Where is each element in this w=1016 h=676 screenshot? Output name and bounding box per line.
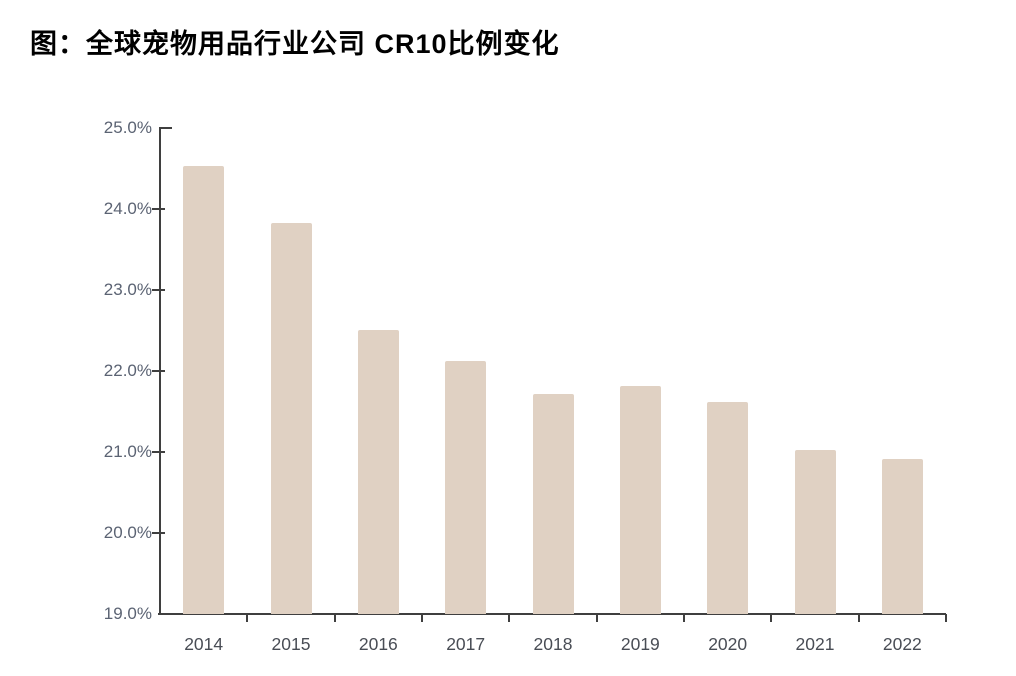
bar-2021 (794, 450, 836, 614)
x-tick (945, 614, 947, 622)
x-tick (421, 614, 423, 622)
y-axis-label: 19.0% (103, 604, 152, 623)
x-axis-label: 2014 (184, 634, 224, 654)
y-axis-label: 22.0% (103, 361, 152, 380)
x-axis-label: 2017 (446, 634, 486, 654)
x-tick (246, 614, 249, 622)
y-tick (159, 127, 172, 129)
x-axis-label: 2020 (708, 634, 748, 654)
x-tick (508, 614, 511, 622)
y-axis-label: 21.0% (103, 442, 152, 461)
x-axis-label: 2019 (620, 634, 660, 654)
y-tick (152, 208, 165, 210)
bar-2017 (445, 361, 487, 614)
bar-2019 (619, 386, 661, 614)
y-tick (152, 451, 165, 453)
x-tick (770, 614, 773, 622)
bar-2022 (881, 459, 923, 614)
x-axis-label: 2018 (533, 634, 573, 654)
x-axis-label: 2016 (358, 634, 398, 654)
y-axis-label: 23.0% (103, 280, 152, 299)
y-tick (152, 370, 165, 372)
y-axis-label: 20.0% (103, 523, 152, 542)
chart-title: 图：全球宠物用品行业公司 CR10比例变化 (30, 29, 560, 59)
y-tick (152, 532, 165, 534)
x-axis-label: 2015 (271, 634, 311, 654)
bar-2020 (707, 401, 749, 614)
bar-2018 (532, 394, 574, 614)
x-tick (333, 614, 336, 622)
x-axis-label: 2021 (795, 634, 835, 654)
y-axis-label: 25.0% (103, 118, 152, 137)
bar-2015 (270, 222, 312, 614)
x-tick (857, 614, 860, 622)
bar-2016 (357, 329, 399, 614)
x-axis-label: 2022 (882, 634, 922, 654)
x-tick (683, 614, 685, 622)
y-tick (152, 289, 165, 291)
x-tick (595, 614, 598, 622)
x-axis-line (158, 613, 946, 615)
bar-2014 (183, 166, 225, 614)
y-axis-label: 24.0% (103, 199, 152, 218)
